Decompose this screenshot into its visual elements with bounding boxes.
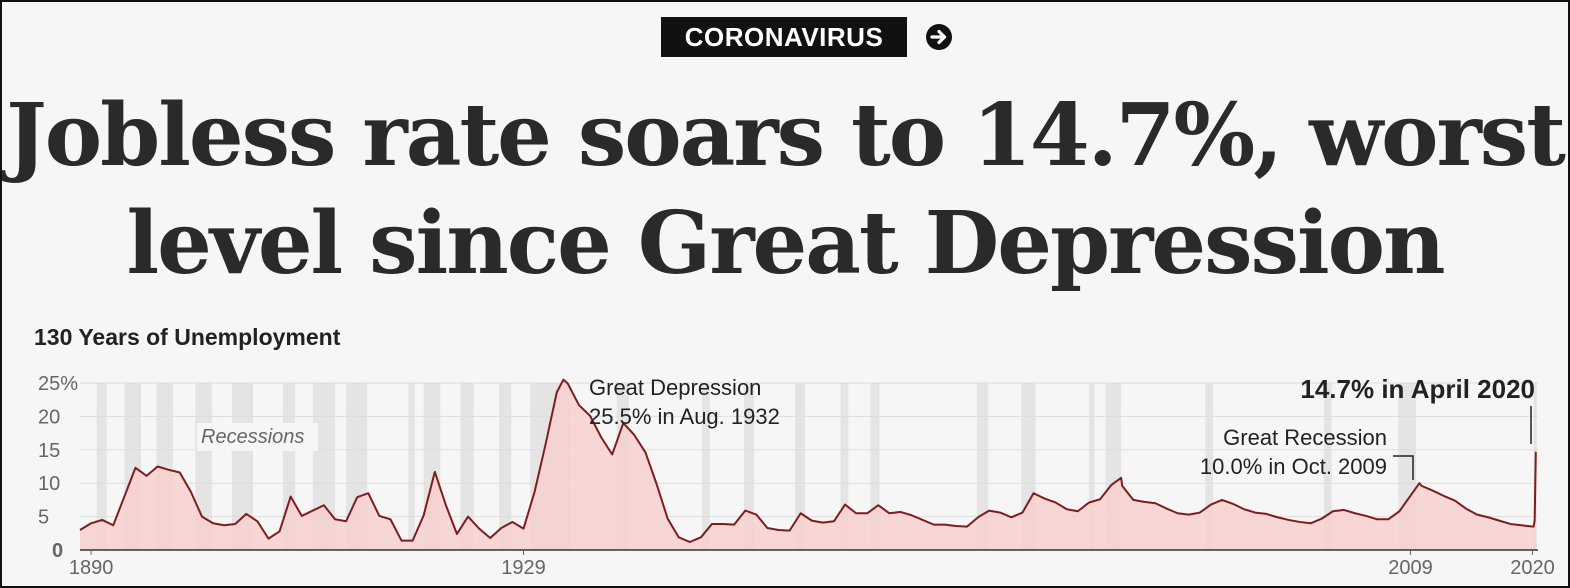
great-recession-annotation-detail: 10.0% in Oct. 2009 xyxy=(1200,454,1387,479)
recessions-label-background xyxy=(197,423,318,451)
recession-band xyxy=(840,383,849,550)
x-axis: 1890 1929 2009 2020 xyxy=(69,550,1555,579)
unemployment-line xyxy=(79,378,1537,543)
recession-band xyxy=(744,383,755,550)
recession-band xyxy=(976,383,989,550)
recession-band xyxy=(460,383,474,550)
kicker-row: CORONAVIRUS xyxy=(2,15,1568,59)
y-tick-label: 5 xyxy=(38,507,49,529)
y-tick-label: 25% xyxy=(38,373,78,395)
x-tick-label: 2009 xyxy=(1388,557,1433,579)
recessions-label: Recessions xyxy=(201,426,304,448)
april-2020-annotation: 14.7% in April 2020 xyxy=(1300,374,1535,404)
y-tick-label: 15 xyxy=(38,440,60,462)
y-tick-label: 20 xyxy=(38,406,60,428)
headline-line-1: Jobless rate soars to 14.7%, worst xyxy=(6,85,1566,186)
headline-line-2: level since Great Depression xyxy=(126,193,1445,294)
recession-band xyxy=(870,383,880,550)
x-tick-label: 1890 xyxy=(69,557,114,579)
great-recession-leader-line xyxy=(1393,455,1414,480)
data-area xyxy=(79,378,1538,551)
x-tick-label: 2020 xyxy=(1510,557,1555,579)
great-recession-annotation-title: Great Recession xyxy=(1223,425,1387,450)
arrow-right-circle-icon[interactable] xyxy=(925,23,953,51)
unemployment-area xyxy=(80,379,1536,550)
great-depression-annotation-detail: 25.5% in Aug. 1932 xyxy=(589,404,780,429)
recession-band xyxy=(1088,383,1095,550)
recession-band xyxy=(795,383,806,550)
x-tick-label: 1929 xyxy=(501,557,546,579)
y-axis: 05 10 15 20 25% xyxy=(38,373,78,562)
great-depression-annotation-title: Great Depression xyxy=(589,375,761,400)
recession-band xyxy=(499,383,512,550)
recession-band xyxy=(408,383,415,550)
recession-band xyxy=(1205,383,1214,550)
section-kicker-link[interactable]: CORONAVIRUS xyxy=(660,17,908,57)
headline[interactable]: Jobless rate soars to 14.7%, worst level… xyxy=(2,82,1568,298)
y-tick-label: 10 xyxy=(38,473,60,495)
recession-band xyxy=(702,383,710,550)
recession-band xyxy=(96,383,107,550)
y-tick-label: 0 xyxy=(52,540,63,562)
recession-band xyxy=(1324,383,1332,550)
chart-title: 130 Years of Unemployment xyxy=(34,324,341,350)
